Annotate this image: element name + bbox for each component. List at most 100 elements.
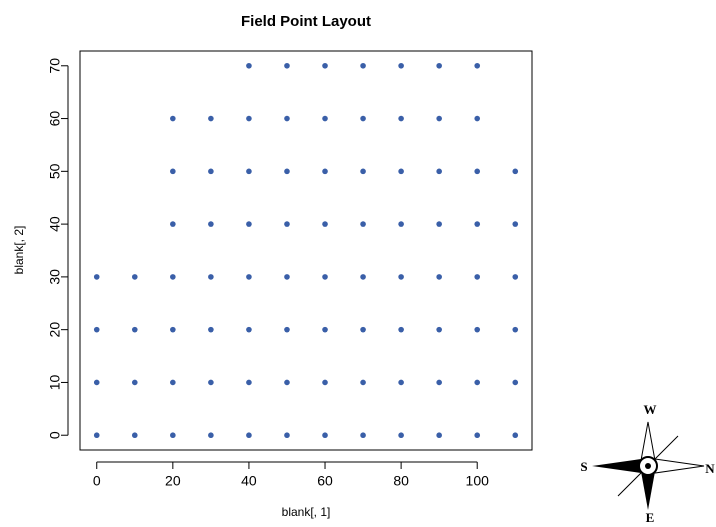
point	[436, 274, 442, 280]
point	[284, 432, 290, 439]
point	[398, 432, 404, 439]
chart-title: Field Point Layout	[241, 13, 371, 30]
point	[322, 432, 328, 439]
point	[474, 432, 481, 439]
point	[170, 274, 176, 280]
point	[322, 115, 328, 122]
x-axis-label: blank[, 1]	[282, 505, 331, 519]
point	[360, 221, 366, 227]
point	[322, 274, 328, 280]
y-tick-label: 70	[47, 58, 63, 74]
point	[284, 168, 290, 175]
point	[360, 379, 366, 386]
point	[512, 379, 519, 386]
point	[284, 62, 290, 69]
x-tick-label: 20	[165, 473, 181, 489]
compass-label: E	[646, 510, 655, 525]
point	[398, 326, 404, 333]
point	[246, 432, 252, 439]
point	[246, 379, 252, 386]
y-tick-label: 40	[47, 216, 63, 232]
point	[131, 432, 138, 439]
point	[398, 115, 404, 122]
point	[322, 379, 328, 386]
point	[284, 326, 290, 333]
x-tick-label: 40	[241, 473, 257, 489]
point	[284, 379, 290, 386]
point	[360, 115, 366, 122]
y-tick-label: 0	[47, 431, 63, 439]
y-tick-label: 10	[47, 374, 63, 390]
point	[474, 62, 481, 69]
point	[93, 326, 100, 333]
point	[360, 168, 366, 175]
point	[170, 326, 176, 333]
x-tick-label: 60	[317, 473, 333, 489]
point	[170, 379, 176, 386]
point	[322, 326, 328, 333]
point	[474, 379, 481, 386]
point	[246, 115, 252, 122]
point	[360, 274, 366, 280]
point	[512, 326, 519, 333]
point	[474, 221, 481, 227]
point	[436, 326, 442, 333]
point	[246, 274, 252, 280]
y-axis-label: blank[, 2]	[12, 226, 26, 275]
point	[398, 221, 404, 227]
point	[436, 62, 442, 69]
point	[208, 274, 214, 280]
point	[398, 379, 404, 386]
point	[93, 432, 100, 439]
compass-label: W	[644, 402, 657, 417]
point	[131, 274, 138, 280]
compass-rose	[592, 421, 705, 510]
x-tick-label: 100	[466, 473, 490, 489]
point	[322, 168, 328, 175]
point	[360, 432, 366, 439]
point	[436, 432, 442, 439]
point	[512, 432, 519, 439]
point	[322, 221, 328, 227]
point	[170, 221, 176, 227]
point	[436, 221, 442, 227]
point	[436, 115, 442, 122]
point	[170, 432, 176, 439]
y-tick-label: 60	[47, 111, 63, 127]
point	[512, 274, 519, 280]
point	[208, 432, 214, 439]
point	[284, 274, 290, 280]
point	[398, 62, 404, 69]
point	[208, 115, 214, 122]
point	[246, 168, 252, 175]
point	[474, 274, 481, 280]
point	[208, 326, 214, 333]
point	[512, 168, 519, 175]
point	[436, 379, 442, 386]
x-tick-label: 80	[393, 473, 409, 489]
point	[322, 62, 328, 69]
point	[131, 379, 138, 386]
point	[398, 274, 404, 280]
point	[360, 326, 366, 333]
point	[474, 326, 481, 333]
point	[284, 115, 290, 122]
point	[131, 326, 138, 333]
y-tick-label: 20	[47, 322, 63, 338]
point	[93, 379, 100, 386]
point	[284, 221, 290, 227]
x-tick-label: 0	[93, 473, 101, 489]
point	[208, 379, 214, 386]
point	[208, 221, 214, 227]
point	[398, 168, 404, 175]
point	[246, 221, 252, 227]
y-tick-label: 30	[47, 269, 63, 285]
point	[170, 115, 176, 122]
point	[246, 62, 252, 69]
point	[360, 62, 366, 69]
compass-label: S	[580, 459, 587, 474]
point	[474, 168, 481, 175]
point	[93, 274, 100, 280]
y-tick-label: 50	[47, 163, 63, 179]
